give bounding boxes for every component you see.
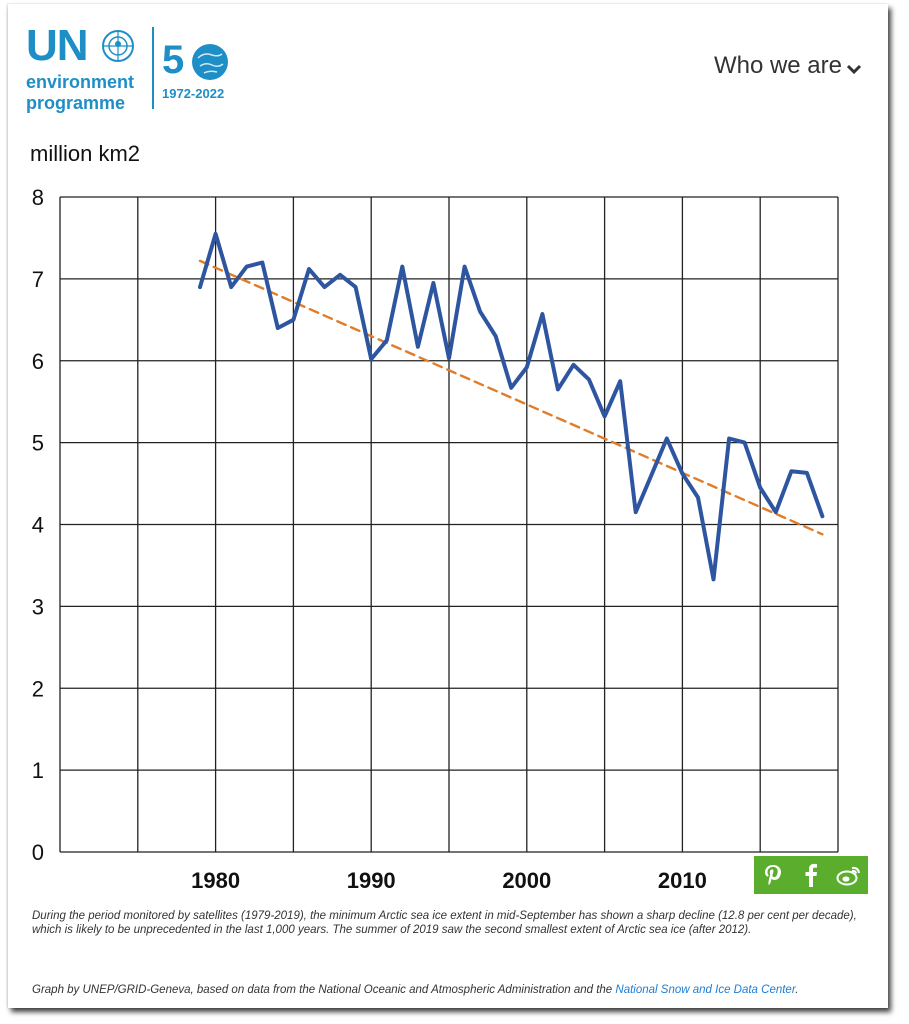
y-tick-label: 7 bbox=[32, 267, 44, 292]
share-bar bbox=[754, 856, 868, 894]
x-tick-label: 1990 bbox=[347, 868, 396, 893]
y-axis-label: million km2 bbox=[30, 141, 140, 166]
sea-ice-extent-line bbox=[198, 231, 825, 582]
x-tick-label: 2010 bbox=[658, 868, 707, 893]
nav-label: Who we are bbox=[713, 52, 842, 79]
x-tick-label: 1980 bbox=[191, 868, 240, 893]
who-we-are-menu[interactable]: Who we are bbox=[714, 52, 862, 80]
logo-anniversary-digit: 5 bbox=[162, 38, 185, 82]
logo-line2: programme bbox=[26, 93, 126, 113]
x-tick-labels: 1980 1990 2000 2010 bbox=[191, 868, 707, 893]
pinterest-icon bbox=[765, 865, 781, 886]
credit-text: Graph by UNEP/GRID-Geneva, based on data… bbox=[32, 984, 616, 996]
page-frame: UN environment programme 5 1972-2022 Who… bbox=[8, 4, 888, 1008]
grid bbox=[59, 196, 839, 853]
un-emblem-icon bbox=[102, 30, 134, 62]
globe-icon bbox=[192, 44, 228, 80]
logo-un-text: UN bbox=[26, 21, 89, 70]
logo-line1: environment bbox=[26, 72, 135, 92]
chart-caption: During the period monitored by satellite… bbox=[32, 910, 857, 936]
y-tick-label: 5 bbox=[32, 431, 44, 456]
y-tick-label: 3 bbox=[32, 594, 44, 619]
sea-ice-chart: million km2 0 1 2 3 4 5 6 7 8 1980 1990 2000 2010 bbox=[30, 141, 839, 893]
pinterest-share-button[interactable] bbox=[758, 860, 788, 890]
y-tick-label: 2 bbox=[32, 676, 44, 701]
y-tick-label: 8 bbox=[32, 185, 44, 210]
y-tick-labels: 0 1 2 3 4 5 6 7 8 bbox=[32, 185, 44, 865]
weibo-icon bbox=[836, 866, 860, 886]
chart-credit: Graph by UNEP/GRID-Geneva, based on data… bbox=[32, 983, 872, 997]
y-tick-label: 1 bbox=[32, 758, 44, 783]
chevron-down-icon bbox=[846, 64, 862, 75]
series bbox=[198, 231, 825, 582]
y-tick-label: 6 bbox=[32, 349, 44, 374]
unep-logo[interactable]: UN environment programme 5 1972-2022 bbox=[20, 24, 235, 119]
nsidc-link[interactable]: National Snow and Ice Data Center bbox=[615, 984, 796, 996]
x-tick-label: 2000 bbox=[502, 868, 551, 893]
facebook-icon bbox=[805, 863, 817, 887]
logo-separator bbox=[152, 27, 154, 109]
facebook-share-button[interactable] bbox=[796, 860, 826, 890]
trend-line bbox=[198, 259, 824, 536]
logo-years: 1972-2022 bbox=[162, 86, 225, 101]
y-tick-label: 4 bbox=[32, 513, 44, 538]
credit-end: . bbox=[795, 984, 799, 996]
y-tick-label: 0 bbox=[32, 840, 44, 865]
weibo-share-button[interactable] bbox=[834, 860, 864, 890]
